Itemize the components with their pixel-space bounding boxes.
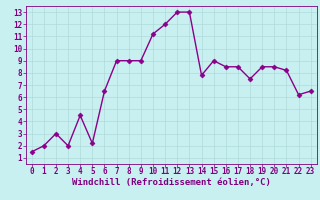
X-axis label: Windchill (Refroidissement éolien,°C): Windchill (Refroidissement éolien,°C) [72,178,271,187]
